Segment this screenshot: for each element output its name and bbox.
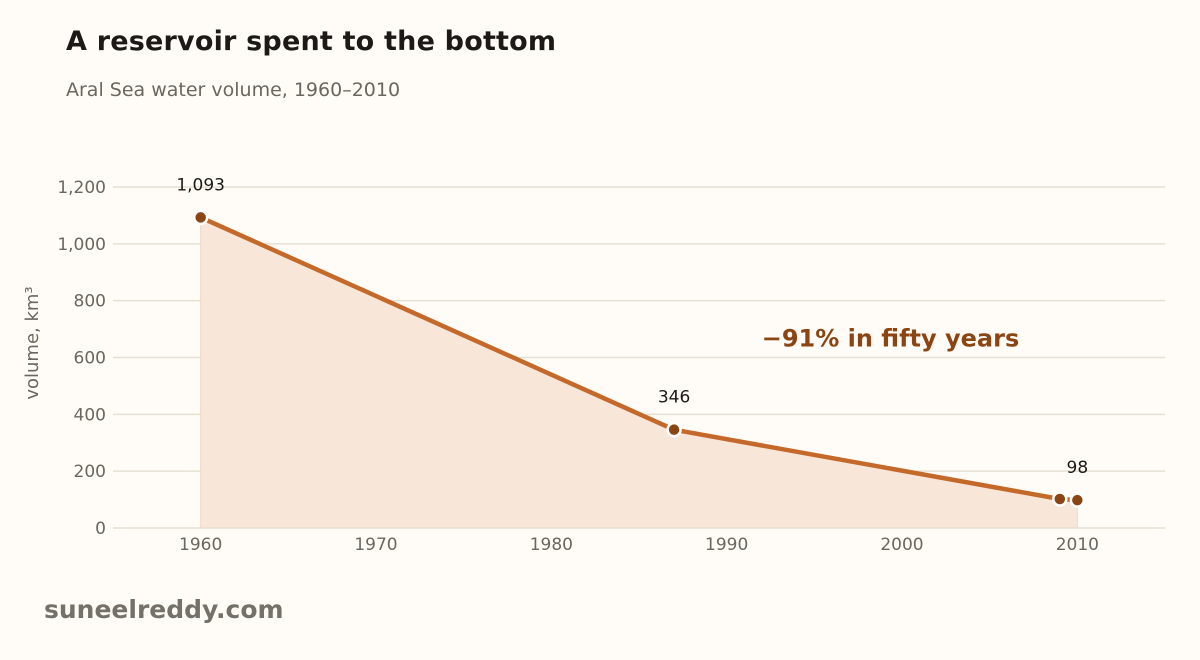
series-line (198, 215, 1080, 503)
y-tick-label: 1,000 (57, 235, 106, 255)
area-fill (200, 216, 1078, 529)
chart-title: A reservoir spent to the bottom (66, 26, 557, 57)
x-tick-label: 1990 (705, 535, 748, 555)
x-tick-label: 2010 (1056, 535, 1099, 555)
y-tick-label: 400 (74, 405, 106, 425)
footer-source: suneelreddy.com (44, 595, 284, 624)
data-point (1069, 492, 1086, 508)
data-label: 1,093 (176, 175, 225, 195)
data-label: 346 (658, 388, 690, 408)
area-layer (200, 216, 1078, 529)
chart-subtitle: Aral Sea water volume, 1960–2010 (66, 79, 401, 101)
y-tick-label: 600 (74, 349, 106, 369)
x-tick-label: 1980 (530, 535, 573, 555)
y-tick-label: 0 (95, 519, 106, 539)
data-point (192, 209, 209, 226)
y-tick-label: 1,200 (57, 178, 106, 198)
y-tick-label: 200 (74, 462, 106, 482)
data-point (666, 421, 682, 438)
annotation-text: −91% in fifty years (762, 325, 1020, 353)
data-label: 98 (1067, 458, 1089, 478)
data-labels: 1,093 346 98 (176, 175, 1088, 478)
axes: 0 200 400 600 800 1,000 1,200 1960 1970 1980 1990 2… (57, 178, 1165, 555)
line-layer (198, 215, 1080, 503)
points (192, 209, 1086, 508)
x-tick-label: 2000 (880, 535, 923, 555)
x-tick-label: 1960 (179, 535, 222, 555)
data-point (1052, 491, 1068, 507)
x-tick-label: 1970 (354, 535, 397, 555)
y-axis-title: volume, km³ (22, 286, 43, 399)
y-tick-label: 800 (74, 292, 106, 312)
